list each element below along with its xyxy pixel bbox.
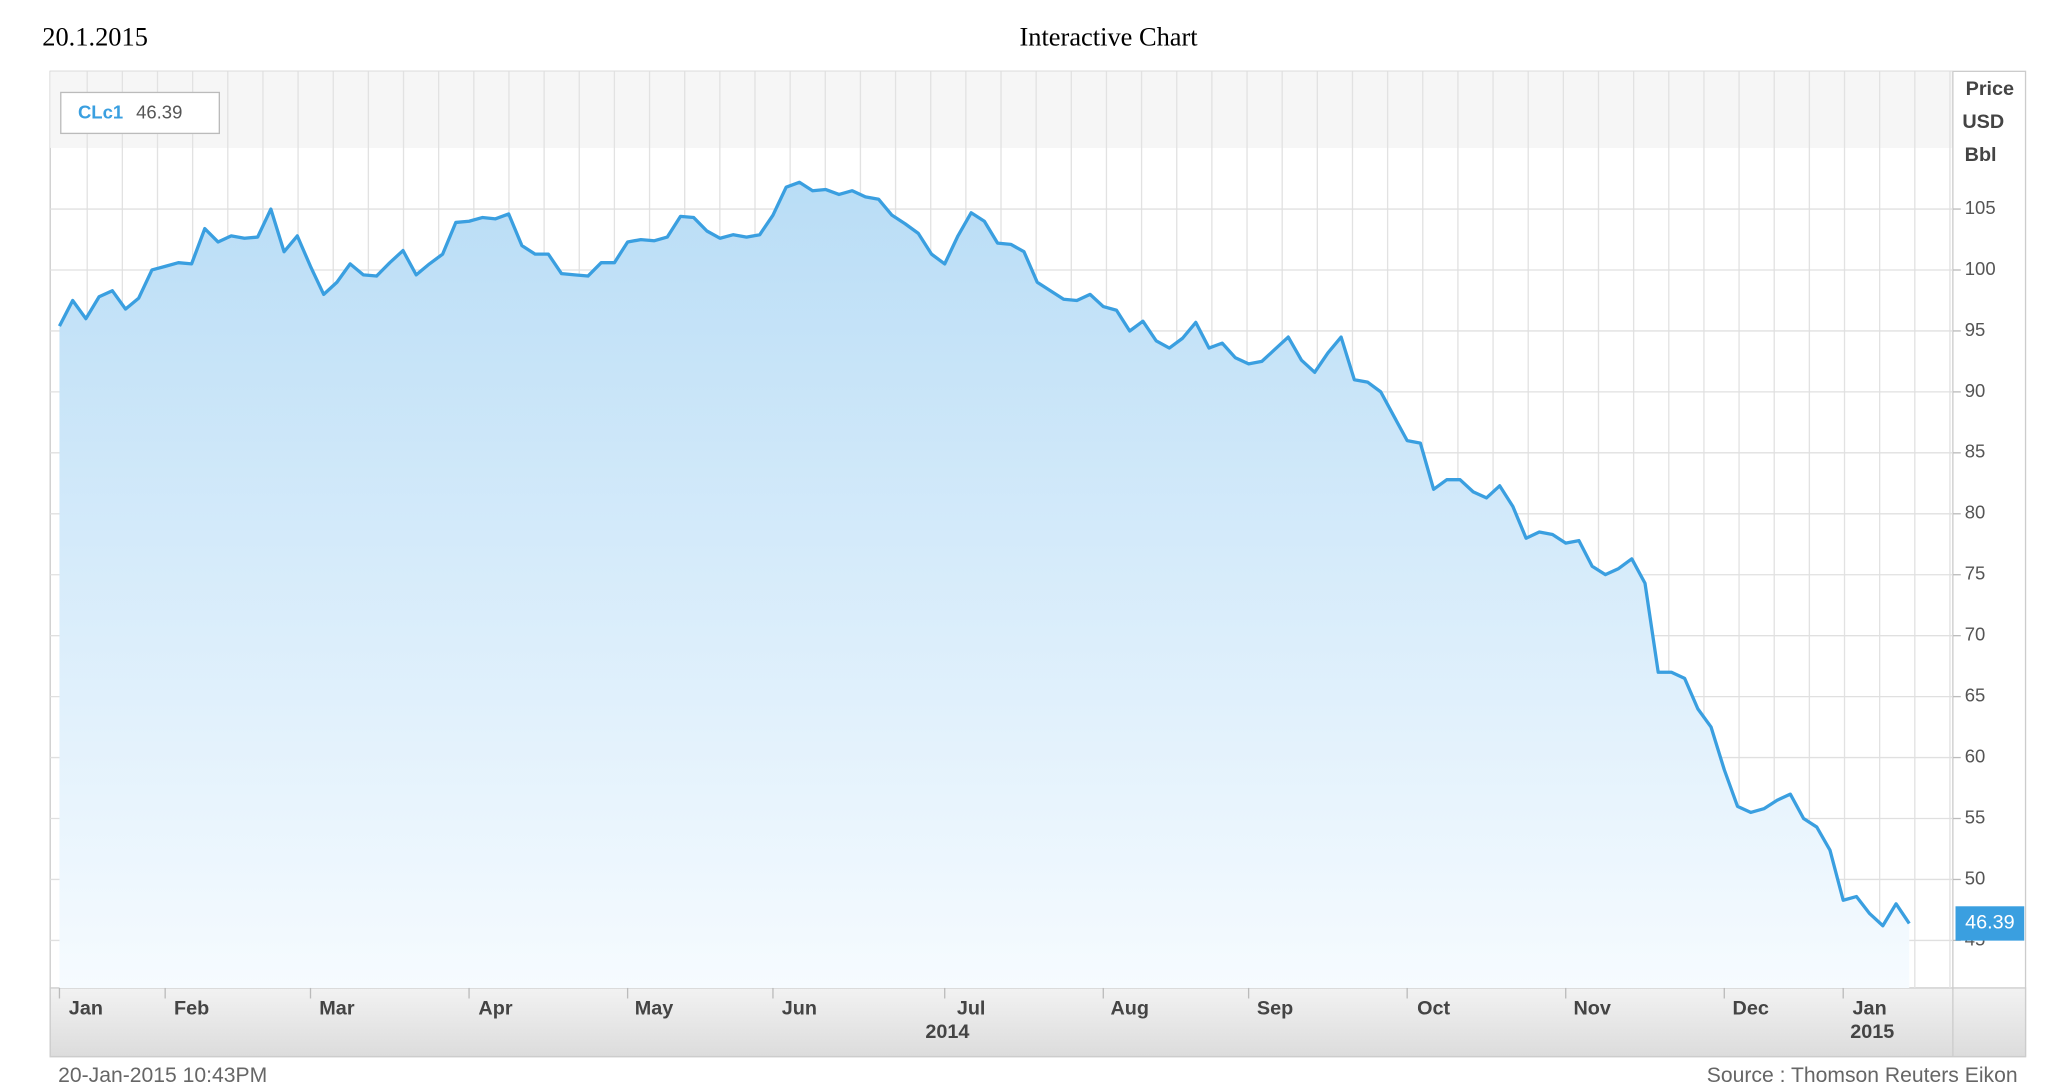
x-tick-label: Oct xyxy=(1417,997,1450,1019)
x-tick-label: Dec xyxy=(1733,997,1769,1019)
x-tick-label: Jan xyxy=(1853,997,1887,1019)
legend-value: 46.39 xyxy=(136,101,182,122)
x-year-label: 2015 xyxy=(1850,1021,1894,1043)
x-tick-label: Jun xyxy=(782,997,817,1019)
legend-ric: CLc1 xyxy=(78,101,123,122)
y-tick-label: 90 xyxy=(1965,380,1986,401)
y-tick-label: 80 xyxy=(1965,502,1986,523)
y-tick-label: 65 xyxy=(1965,685,1986,706)
y-tick-label: 75 xyxy=(1965,563,1986,584)
last-value-label: 46.39 xyxy=(1965,912,2015,934)
y-tick-label: 55 xyxy=(1965,806,1986,827)
area xyxy=(59,182,1910,988)
y-axis-label: Price xyxy=(1966,78,2014,100)
x-tick-label: May xyxy=(635,997,674,1019)
x-tick-label: Aug xyxy=(1110,997,1148,1019)
x-tick-label: Nov xyxy=(1573,997,1610,1019)
page-date: 20.1.2015 xyxy=(42,22,148,52)
x-tick-label: Sep xyxy=(1257,997,1293,1019)
plot xyxy=(50,180,1961,988)
x-tick-label: Mar xyxy=(319,997,355,1019)
last-value-tag xyxy=(1955,906,2025,941)
y-tick-label: 85 xyxy=(1965,441,1986,462)
price-line xyxy=(57,180,1911,928)
x-tick-label: Jul xyxy=(957,997,986,1019)
legend-box xyxy=(60,91,220,135)
timestamp: 20-Jan-2015 10:43PM xyxy=(58,1064,267,1087)
x-tick-label: Jan xyxy=(69,997,103,1019)
y-tick-label: 50 xyxy=(1965,867,1986,888)
x-year-label: 2014 xyxy=(925,1021,969,1043)
x-tick-label: Feb xyxy=(174,997,209,1019)
y-tick-label: 60 xyxy=(1965,745,1986,766)
page-title: Interactive Chart xyxy=(1019,22,1198,52)
y-axis-label: USD xyxy=(1962,111,2004,133)
y-tick-label: 95 xyxy=(1965,319,1986,340)
y-tick-label: 100 xyxy=(1965,258,1996,279)
x-tick-label: Apr xyxy=(478,997,512,1019)
source: Source : Thomson Reuters Eikon xyxy=(1707,1064,2018,1087)
y-axis-label: Bbl xyxy=(1965,144,1997,166)
y-tick-label: 70 xyxy=(1965,624,1986,645)
y-tick-label: 105 xyxy=(1965,197,1996,218)
